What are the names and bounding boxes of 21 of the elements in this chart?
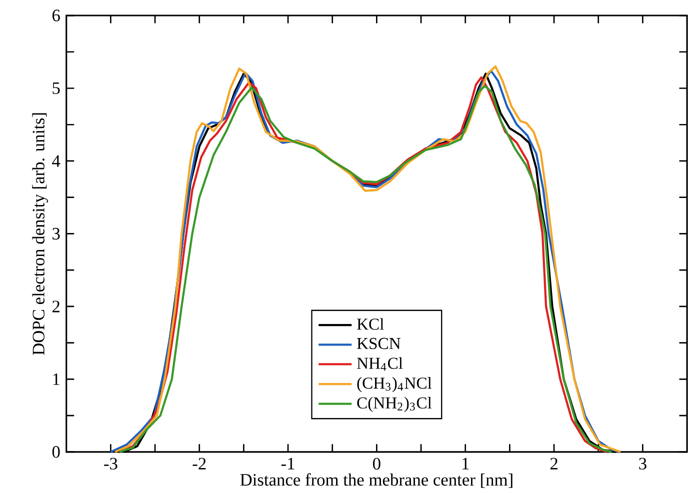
x-tick-label: -2 xyxy=(192,458,206,470)
y-tick-label: 0 xyxy=(52,446,60,458)
y-axis-title: DOPC electron density [arb. units] xyxy=(32,113,48,356)
y-tick-label: 3 xyxy=(52,228,60,240)
y-tick-label: 6 xyxy=(52,10,60,22)
legend-label: C(NH$_{2}$)$_{3}$Cl xyxy=(357,397,432,412)
y-tick-label: 5 xyxy=(52,82,60,94)
x-tick-label: 1 xyxy=(462,458,469,470)
x-tick-label: 0 xyxy=(373,458,380,470)
legend-label: KSCN xyxy=(357,338,400,350)
legend-label: (CH$_{3}$)$_{4}$NCl xyxy=(357,377,432,392)
x-axis-title: Distance from the mebrane center [nm] xyxy=(240,473,512,488)
y-tick-label: 1 xyxy=(53,374,60,386)
x-tick-label: -1 xyxy=(281,458,294,470)
y-tick-label: 4 xyxy=(52,155,60,167)
y-tick-label: 2 xyxy=(52,300,60,312)
x-tick-label: -3 xyxy=(104,458,118,470)
x-tick-label: 2 xyxy=(550,458,558,470)
legend-label: NH$_{4}$Cl xyxy=(357,357,403,371)
legend-label: KCl xyxy=(357,318,384,330)
x-tick-label: 3 xyxy=(639,458,646,470)
